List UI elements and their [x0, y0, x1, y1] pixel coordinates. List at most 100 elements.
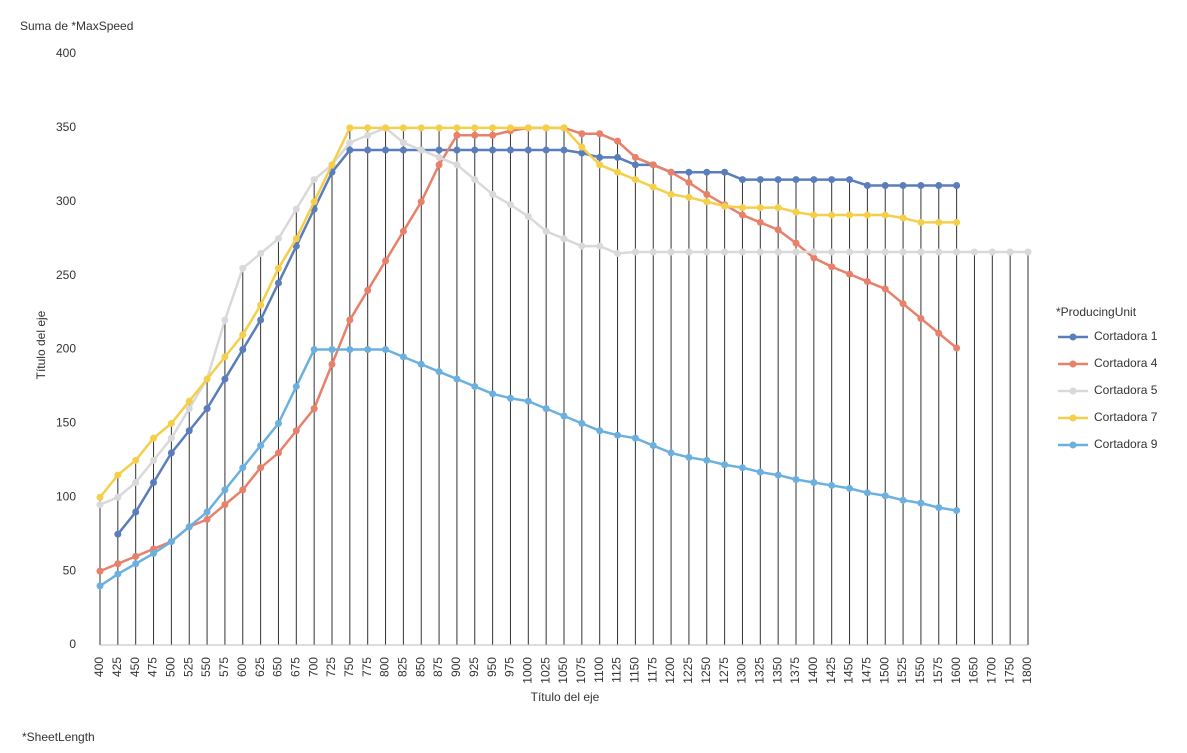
point: [471, 382, 479, 390]
point: [596, 427, 604, 435]
point: [578, 143, 586, 151]
point: [471, 131, 479, 139]
x-tick-label: 1600: [949, 657, 963, 684]
point: [185, 427, 193, 435]
point: [953, 181, 961, 189]
point: [167, 538, 175, 546]
point: [810, 254, 818, 262]
point: [257, 316, 265, 324]
point: [310, 176, 318, 184]
point: [1006, 248, 1014, 256]
point: [364, 131, 372, 139]
point: [649, 161, 657, 169]
point: [506, 394, 514, 402]
point: [721, 168, 729, 176]
point: [881, 248, 889, 256]
x-tick-label: 1200: [663, 657, 677, 684]
x-tick-label: 1400: [806, 657, 820, 684]
point: [756, 204, 764, 212]
point: [899, 496, 907, 504]
point: [578, 130, 586, 138]
x-tick-label: 1325: [752, 657, 766, 684]
point: [810, 211, 818, 219]
x-tick-label: 650: [271, 657, 285, 677]
point: [756, 468, 764, 476]
point: [310, 405, 318, 413]
x-tick-label: 1750: [1002, 657, 1016, 684]
x-tick-label: 775: [360, 657, 374, 677]
y-tick-label: 0: [69, 637, 76, 651]
y-tick-label: 400: [56, 46, 76, 60]
x-tick-label: 1375: [788, 657, 802, 684]
x-tick-label: 1125: [610, 657, 624, 683]
point: [346, 124, 354, 132]
x-tick-label: 400: [92, 657, 106, 677]
point: [846, 270, 854, 278]
x-tick-label: 1300: [735, 657, 749, 684]
point: [346, 346, 354, 353]
point: [132, 478, 140, 486]
point: [221, 353, 229, 361]
point: [453, 124, 461, 132]
y-tick-label: 200: [56, 342, 76, 356]
point: [917, 181, 925, 189]
x-tick-label: 475: [146, 657, 160, 677]
point: [489, 124, 497, 132]
point: [631, 161, 639, 169]
x-tick-label: 1525: [895, 657, 909, 684]
point: [471, 146, 479, 154]
point: [417, 146, 425, 154]
legend-marker: [1069, 360, 1077, 368]
x-tick-label: 675: [288, 657, 302, 677]
point: [774, 204, 782, 212]
point: [382, 257, 390, 265]
point: [792, 476, 800, 484]
legend-marker: [1069, 414, 1077, 422]
point: [596, 153, 604, 161]
legend-label: Cortadora 1: [1094, 329, 1158, 343]
point: [399, 353, 407, 361]
point: [150, 434, 158, 442]
point: [203, 405, 211, 413]
x-tick-label: 1175: [645, 657, 659, 683]
y-tick-label: 100: [56, 489, 76, 503]
point: [703, 190, 711, 198]
chart-title: Suma de *MaxSpeed: [20, 19, 133, 33]
point: [274, 279, 282, 287]
x-tick-label: 1550: [913, 657, 927, 684]
point: [614, 249, 622, 257]
point: [239, 464, 247, 472]
point: [489, 190, 497, 198]
point: [703, 248, 711, 256]
point: [899, 248, 907, 256]
point: [453, 146, 461, 154]
point: [721, 202, 729, 210]
x-tick-label: 425: [110, 657, 124, 677]
point: [346, 146, 354, 154]
point: [685, 179, 693, 187]
point: [935, 504, 943, 512]
point: [935, 181, 943, 189]
point: [453, 375, 461, 383]
point: [132, 508, 140, 516]
point: [310, 346, 318, 353]
legend-marker: [1069, 441, 1077, 449]
point: [703, 456, 711, 464]
x-tick-label: 950: [485, 657, 499, 677]
point: [524, 146, 532, 154]
point: [96, 493, 104, 501]
x-tick-label: 1700: [984, 657, 998, 684]
point: [257, 464, 265, 472]
point: [756, 248, 764, 256]
point: [828, 248, 836, 256]
point: [578, 419, 586, 427]
point: [292, 205, 300, 213]
point: [828, 211, 836, 219]
x-tick-label: 825: [396, 657, 410, 677]
point: [453, 131, 461, 139]
point: [150, 456, 158, 464]
x-tick-label: 1350: [770, 657, 784, 684]
point: [150, 478, 158, 486]
point: [935, 218, 943, 226]
point: [685, 168, 693, 176]
